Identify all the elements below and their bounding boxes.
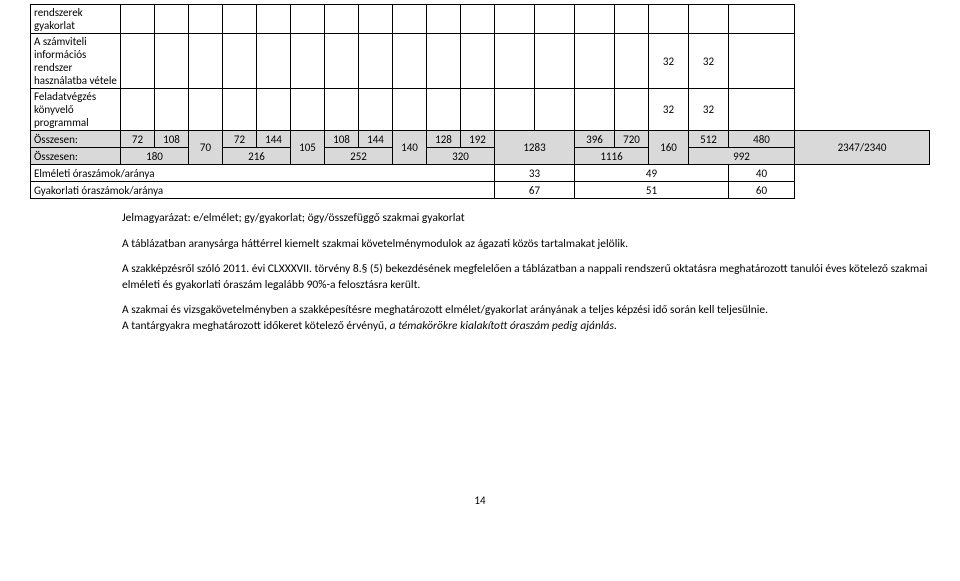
cell: 320 bbox=[427, 148, 495, 165]
cell: 512 bbox=[689, 131, 729, 148]
cell: 60 bbox=[729, 182, 795, 199]
note-text: A szakmai és vizsgakövetelményben a szak… bbox=[122, 303, 768, 317]
cell: 67 bbox=[495, 182, 575, 199]
cell: 49 bbox=[575, 165, 729, 182]
row-label: A számviteli információs rendszer haszná… bbox=[31, 34, 121, 89]
table-row: Feladatvégzés könyvelő programmal 32 32 bbox=[31, 89, 930, 131]
cell: 192 bbox=[461, 131, 495, 148]
cell: 108 bbox=[155, 131, 189, 148]
cell: 144 bbox=[359, 131, 393, 148]
table-row: A számviteli információs rendszer haszná… bbox=[31, 34, 930, 89]
cell: 70 bbox=[189, 131, 223, 165]
cell: 480 bbox=[729, 131, 795, 148]
row-label: Gyakorlati óraszámok/aránya bbox=[31, 182, 495, 199]
cell: 396 bbox=[575, 131, 615, 148]
cell: 32 bbox=[649, 34, 689, 89]
notes-block: Jelmagyarázat: e/elmélet; gy/gyakorlat; … bbox=[122, 211, 930, 334]
note-line: A szakmai és vizsgakövetelményben a szak… bbox=[122, 303, 930, 334]
row-label: Elméleti óraszámok/aránya bbox=[31, 165, 495, 182]
cell: 32 bbox=[649, 89, 689, 131]
cell: 216 bbox=[223, 148, 291, 165]
cell: 1116 bbox=[575, 148, 649, 165]
page-number: 14 bbox=[30, 494, 930, 507]
row-label: Feladatvégzés könyvelő programmal bbox=[31, 89, 121, 131]
cell: 2347/2340 bbox=[795, 131, 930, 165]
cell: 72 bbox=[223, 131, 257, 148]
cell: 160 bbox=[649, 131, 689, 165]
row-label: rendszerek gyakorlat bbox=[31, 5, 121, 34]
cell: 51 bbox=[575, 182, 729, 199]
cell: 140 bbox=[393, 131, 427, 165]
data-table: rendszerek gyakorlat A számviteli inform… bbox=[30, 4, 930, 199]
cell: 32 bbox=[689, 34, 729, 89]
cell: 992 bbox=[689, 148, 795, 165]
cell: 32 bbox=[689, 89, 729, 131]
table-row-sum: Összesen: 72 108 70 72 144 105 108 144 1… bbox=[31, 131, 930, 148]
cell: 105 bbox=[291, 131, 325, 165]
table-row: Gyakorlati óraszámok/aránya 67 51 60 bbox=[31, 182, 930, 199]
note-line: Jelmagyarázat: e/elmélet; gy/gyakorlat; … bbox=[122, 211, 930, 227]
note-text: A tantárgyakra meghatározott időkeret kö… bbox=[122, 319, 617, 333]
table-row: rendszerek gyakorlat bbox=[31, 5, 930, 34]
cell: 128 bbox=[427, 131, 461, 148]
note-italic: a témakörökre kialakított óraszám pedig … bbox=[390, 319, 614, 333]
row-label: Összesen: bbox=[31, 131, 121, 148]
table-row: Elméleti óraszámok/aránya 33 49 40 bbox=[31, 165, 930, 182]
cell: 1283 bbox=[495, 131, 575, 165]
cell: 180 bbox=[121, 148, 189, 165]
note-line: A szakképzésről szóló 2011. évi CLXXXVII… bbox=[122, 262, 930, 293]
cell: 720 bbox=[615, 131, 649, 148]
cell: 108 bbox=[325, 131, 359, 148]
cell: 40 bbox=[729, 165, 795, 182]
note-line: A táblázatban aranysárga háttérrel kieme… bbox=[122, 237, 930, 253]
cell: 72 bbox=[121, 131, 155, 148]
row-label: Összesen: bbox=[31, 148, 121, 165]
cell: 252 bbox=[325, 148, 393, 165]
cell: 144 bbox=[257, 131, 291, 148]
cell: 33 bbox=[495, 165, 575, 182]
